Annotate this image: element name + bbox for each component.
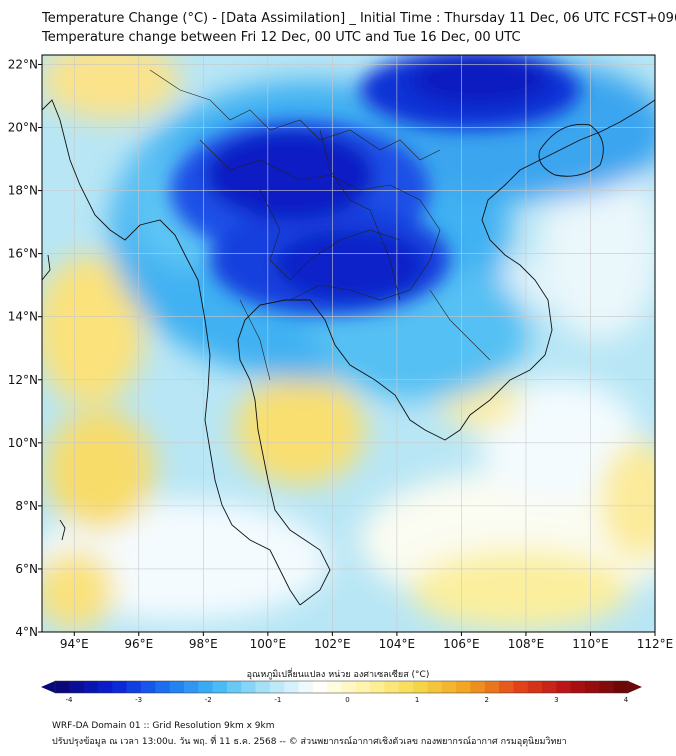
colorbar-tick-label: 2 — [485, 696, 489, 704]
colorbar-max-arrow — [628, 681, 642, 693]
longitude-labels: 94°E 96°E 98°E 100°E 102°E 104°E 106°E 108°E 110… — [60, 632, 673, 651]
colorbar-segment — [456, 681, 472, 693]
lon-label: 106°E — [443, 637, 480, 651]
lon-label: 94°E — [60, 637, 89, 651]
colorbar-segment — [470, 681, 486, 693]
colorbar-segment — [255, 681, 271, 693]
lat-label: 6°N — [15, 562, 38, 576]
coastlines — [42, 99, 655, 606]
colorbar-segment — [513, 681, 529, 693]
lon-label: 110°E — [572, 637, 609, 651]
lon-label: 102°E — [314, 637, 351, 651]
colorbar-segment — [327, 681, 343, 693]
colorbar-segment — [55, 681, 70, 693]
colorbar-segment — [212, 681, 228, 693]
colorbar-segment — [298, 681, 314, 693]
lon-label: 96°E — [124, 637, 153, 651]
colorbar — [41, 680, 642, 694]
colorbar-segment — [269, 681, 285, 693]
colorbar-segment — [413, 681, 429, 693]
colorbar-segment — [585, 681, 600, 693]
colorbar-segment — [83, 681, 99, 693]
colorbar-segment — [570, 681, 586, 693]
colorbar-segment — [97, 681, 113, 693]
colorbar-segment — [599, 681, 615, 693]
colorbar-segment — [284, 681, 300, 693]
colorbar-segment — [384, 681, 400, 693]
colorbar-tick-label: 1 — [415, 696, 419, 704]
colorbar-segment — [499, 681, 514, 693]
lat-label: 10°N — [8, 436, 38, 450]
colorbar-tick-label: -2 — [205, 696, 212, 704]
colorbar-segment — [69, 681, 85, 693]
colorbar-tick-label: -4 — [66, 696, 74, 704]
lat-label: 4°N — [15, 625, 38, 639]
footer-model-info: WRF-DA Domain 01 :: Grid Resolution 9km … — [52, 721, 275, 731]
temperature-field — [42, 55, 655, 632]
lon-label: 112°E — [637, 637, 674, 651]
colorbar-min-arrow — [41, 681, 55, 693]
lat-label: 14°N — [8, 310, 38, 324]
colorbar-segment — [155, 681, 171, 693]
map-frame — [41, 54, 656, 633]
colorbar-segment — [169, 681, 185, 693]
colorbar-segment — [484, 681, 500, 693]
map-subtitle: Temperature change between Fri 12 Dec, 0… — [42, 30, 521, 45]
colorbar-segment — [341, 681, 357, 693]
borders — [149, 69, 491, 381]
colorbar-tick-label: -3 — [135, 696, 142, 704]
colorbar-frame — [54, 680, 629, 694]
colorbar-tick-label: 0 — [345, 696, 349, 704]
lat-label: 16°N — [8, 247, 38, 261]
footer-update-info: ปรับปรุงข้อมูล ณ เวลา 13:00u. วัน พฤ. ที… — [52, 737, 567, 747]
colorbar-label: อุณหภูมิเปลี่ยนแปลง หน่วย องศาเซลเซียส (… — [246, 670, 430, 680]
lon-label: 104°E — [379, 637, 416, 651]
lon-label: 98°E — [189, 637, 218, 651]
colorbar-tick-label: 3 — [554, 696, 558, 704]
colorbar-segment — [312, 681, 328, 693]
colorbar-segment — [126, 681, 142, 693]
lat-label: 12°N — [8, 373, 38, 387]
lat-label: 18°N — [8, 184, 38, 198]
colorbar-segment — [241, 681, 257, 693]
colorbar-segment — [427, 681, 443, 693]
lat-lon-grid — [42, 55, 655, 632]
colorbar-segment — [226, 681, 242, 693]
colorbar-segment — [355, 681, 371, 693]
lon-label: 108°E — [508, 637, 545, 651]
lat-label: 20°N — [8, 121, 38, 135]
colorbar-segment — [183, 681, 199, 693]
map-title: Temperature Change (°C) - [Data Assimila… — [42, 11, 676, 26]
colorbar-segment — [112, 681, 128, 693]
colorbar-segment — [398, 681, 414, 693]
lon-label: 100°E — [250, 637, 287, 651]
latitude-labels: 22°N 20°N 18°N 16°N 14°N 12°N 10°N 8°N 6°N 4°N — [8, 57, 42, 639]
lat-label: 22°N — [8, 57, 38, 71]
colorbar-segment — [613, 681, 629, 693]
colorbar-segment — [441, 681, 457, 693]
lat-label: 8°N — [15, 499, 38, 513]
colorbar-tick-label: -1 — [274, 696, 281, 704]
colorbar-segment — [527, 681, 543, 693]
colorbar-segment — [198, 681, 214, 693]
colorbar-segment — [556, 681, 572, 693]
colorbar-segment — [542, 681, 557, 693]
colorbar-tick-label: 4 — [624, 696, 629, 704]
colorbar-ticks: -4 -3 -2 -1 0 1 2 3 4 — [66, 696, 629, 704]
colorbar-segment — [140, 681, 156, 693]
colorbar-segment — [370, 681, 386, 693]
